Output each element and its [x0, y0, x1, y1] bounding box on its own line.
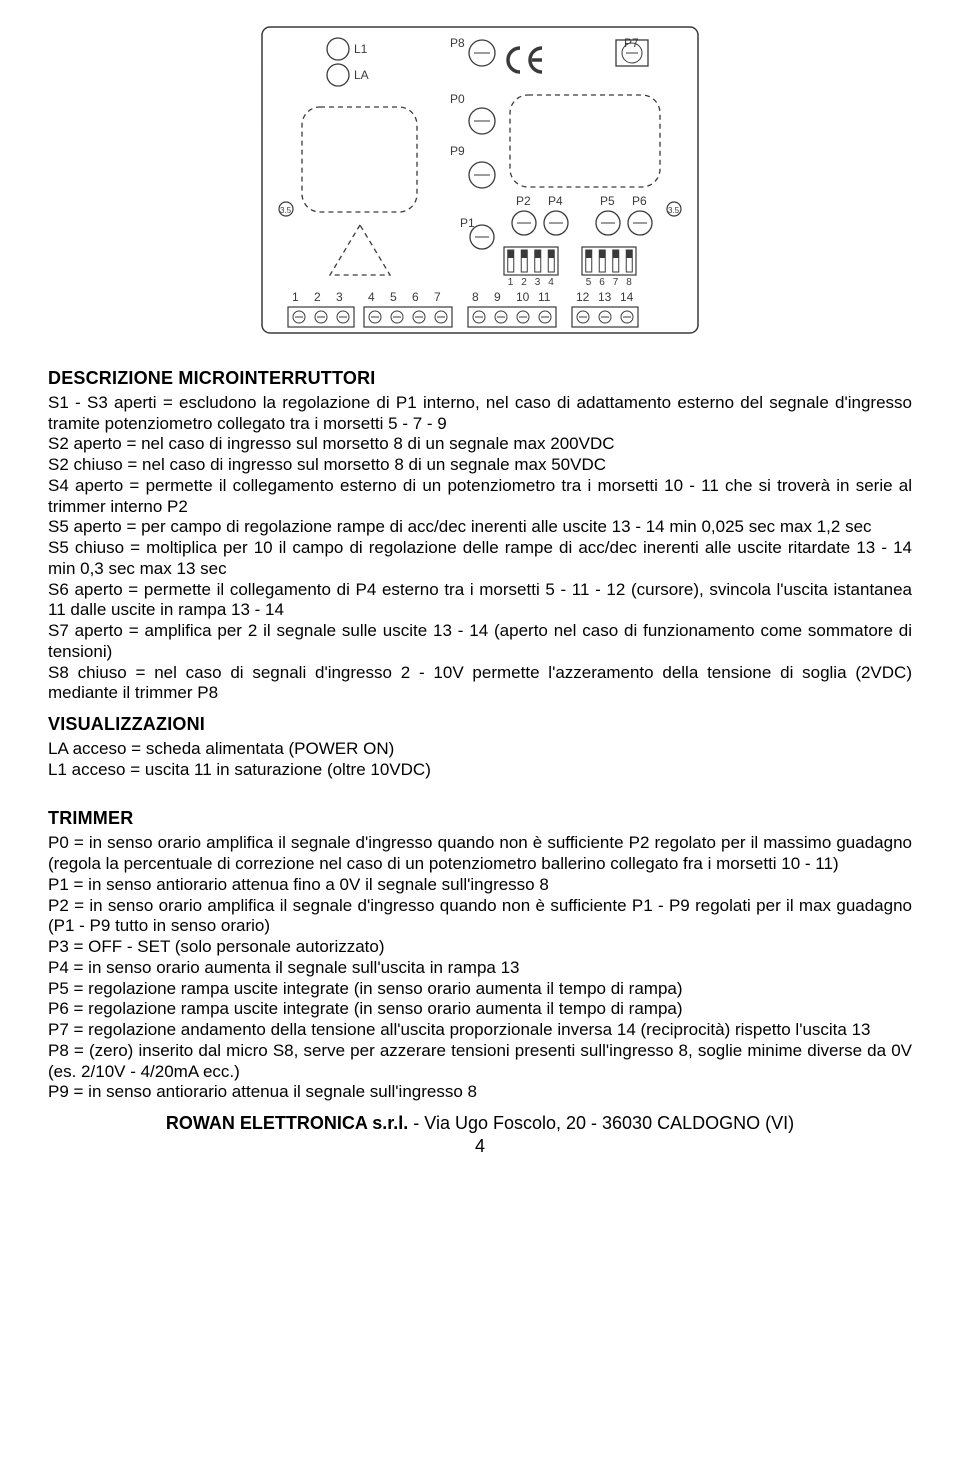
svg-text:6: 6: [599, 277, 605, 288]
svg-text:10: 10: [516, 290, 530, 304]
svg-text:P5: P5: [600, 194, 615, 208]
svg-text:7: 7: [434, 290, 441, 304]
pcb-diagram-wrap: 3.53.5L1LAP8P7P0P9P2P4P5P6P1123456781234…: [48, 20, 912, 350]
svg-text:9: 9: [494, 290, 501, 304]
svg-text:P6: P6: [632, 194, 647, 208]
svg-text:P1: P1: [460, 216, 475, 230]
svg-text:3: 3: [336, 290, 343, 304]
svg-text:14: 14: [620, 290, 634, 304]
section-body-microswitches: S1 - S3 aperti = escludono la regolazion…: [48, 393, 912, 704]
svg-text:8: 8: [626, 277, 632, 288]
section-title-microswitches: DESCRIZIONE MICROINTERRUTTORI: [48, 368, 912, 389]
page-number: 4: [48, 1136, 912, 1157]
footer-line: ROWAN ELETTRONICA s.r.l. - Via Ugo Fosco…: [48, 1113, 912, 1134]
svg-text:3: 3: [535, 277, 541, 288]
svg-text:5: 5: [390, 290, 397, 304]
svg-text:4: 4: [368, 290, 375, 304]
svg-text:P2: P2: [516, 194, 531, 208]
svg-text:P4: P4: [548, 194, 563, 208]
section-title-visual: VISUALIZZAZIONI: [48, 714, 912, 735]
pcb-diagram: 3.53.5L1LAP8P7P0P9P2P4P5P6P1123456781234…: [260, 20, 700, 350]
footer-address: - Via Ugo Foscolo, 20 - 36030 CALDOGNO (…: [408, 1113, 794, 1133]
svg-text:6: 6: [412, 290, 419, 304]
svg-text:11: 11: [538, 290, 551, 304]
svg-text:3.5: 3.5: [668, 206, 680, 215]
section-body-trimmer: P0 = in senso orario amplifica il segnal…: [48, 833, 912, 1103]
svg-text:1: 1: [292, 290, 299, 304]
footer-company: ROWAN ELETTRONICA s.r.l.: [166, 1113, 408, 1133]
svg-text:LA: LA: [354, 68, 369, 82]
svg-text:4: 4: [548, 277, 554, 288]
svg-text:1: 1: [508, 277, 514, 288]
svg-text:3.5: 3.5: [280, 206, 292, 215]
svg-text:P0: P0: [450, 92, 465, 106]
svg-text:2: 2: [314, 290, 321, 304]
section-title-trimmer: TRIMMER: [48, 808, 912, 829]
svg-text:L1: L1: [354, 42, 368, 56]
section-body-visual: LA acceso = scheda alimentata (POWER ON)…: [48, 739, 912, 780]
svg-text:8: 8: [472, 290, 479, 304]
svg-text:5: 5: [586, 277, 592, 288]
svg-text:13: 13: [598, 290, 612, 304]
svg-text:2: 2: [521, 277, 527, 288]
svg-text:P8: P8: [450, 36, 465, 50]
svg-text:7: 7: [613, 277, 619, 288]
svg-text:P9: P9: [450, 144, 465, 158]
svg-text:12: 12: [576, 290, 590, 304]
